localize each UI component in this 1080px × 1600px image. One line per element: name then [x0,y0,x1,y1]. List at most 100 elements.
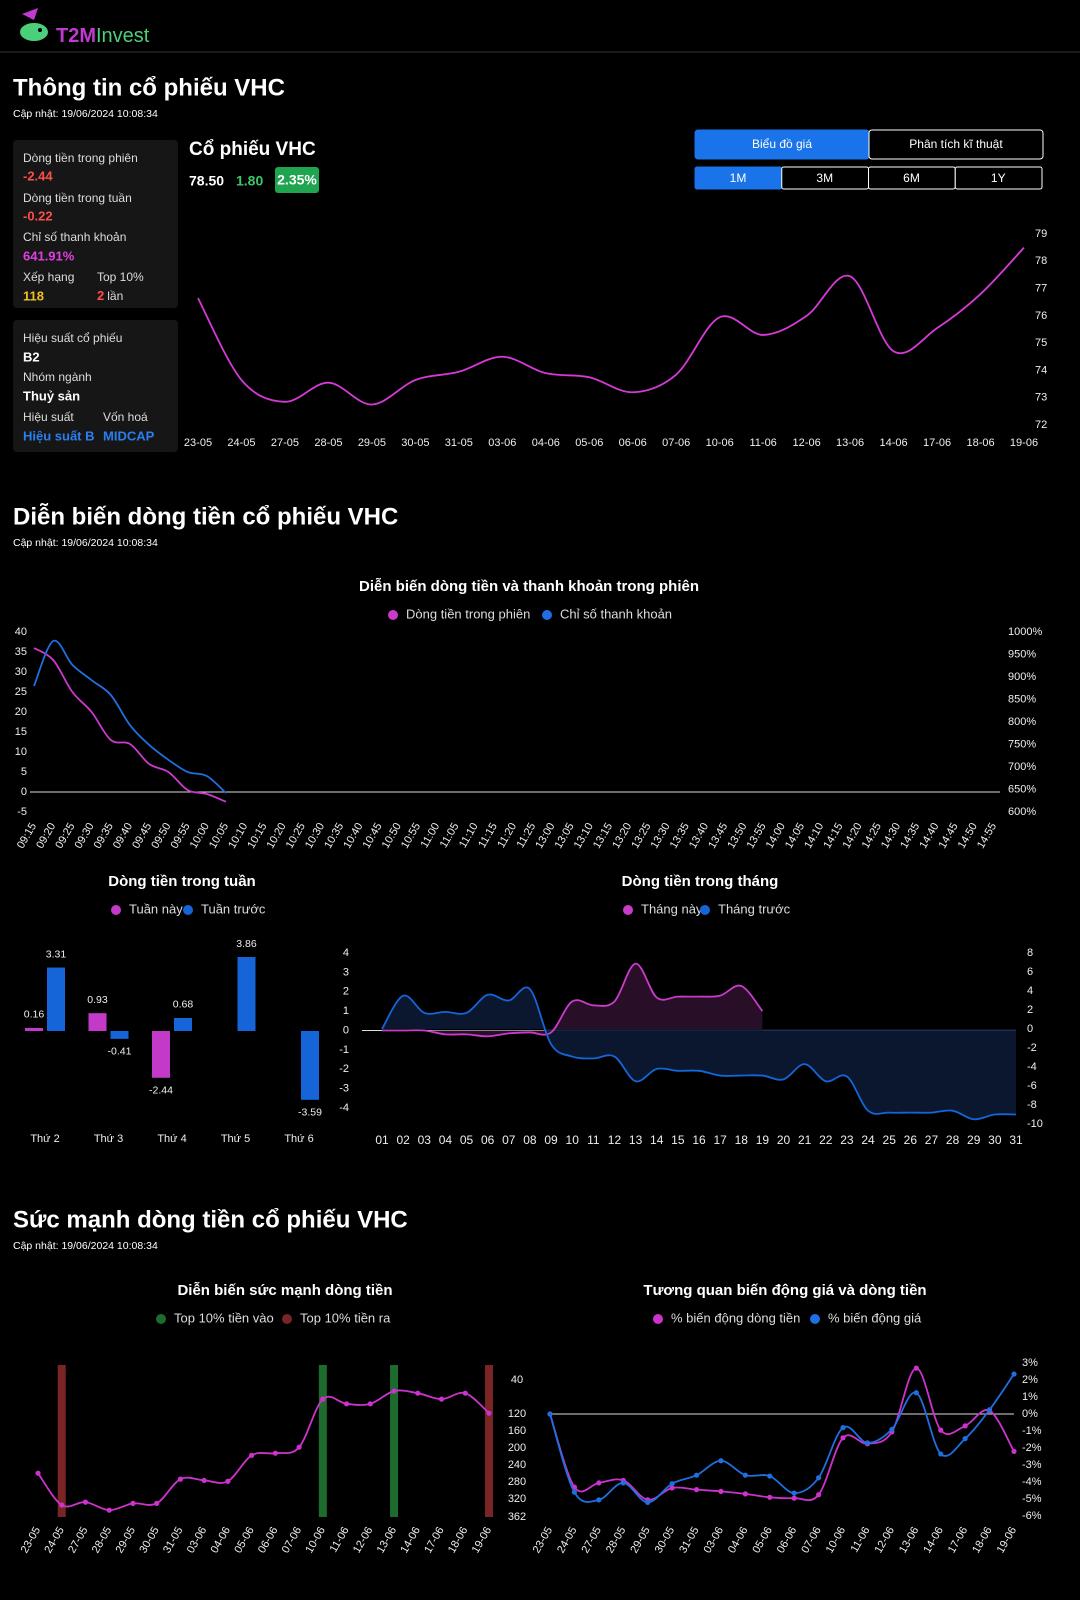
x-tick-label: 29-05 [358,437,386,449]
highlight-bar [485,1365,493,1517]
x-tick-label: 04-06 [532,437,560,449]
range-button[interactable] [954,166,1043,190]
point [391,1388,397,1394]
x-tick-label: 19-06 [995,1525,1019,1555]
y-tick-label: -5% [1022,1493,1042,1505]
x-tick-label: 30-05 [137,1525,161,1555]
point [962,1436,968,1442]
range-label[interactable]: 1Y [991,171,1006,185]
y-tick-label: 160 [508,1425,526,1437]
point [645,1499,651,1505]
x-tick-label: 19 [756,1133,770,1147]
x-tick-label: 17-06 [422,1525,446,1555]
x-tick-label: 01 [375,1133,389,1147]
x-tick-label: 17-06 [946,1525,970,1555]
updated-time: Cập nhật: 19/06/2024 10:08:34 [13,1240,158,1252]
card-value: MIDCAP [103,428,155,443]
point [889,1426,895,1432]
point [571,1489,578,1495]
point [913,1365,919,1371]
x-tick-label: 13-06 [897,1525,921,1555]
point [840,1435,846,1441]
x-tick-label: 07-06 [799,1525,823,1555]
bar [152,1031,170,1078]
legend-swatch [282,1314,292,1324]
x-tick-label: 05-06 [232,1525,256,1555]
updated-time: Cập nhật: 19/06/2024 10:08:34 [13,108,158,120]
point [415,1390,421,1396]
x-tick-label: 16 [692,1133,706,1147]
legend-label: Tháng trước [718,901,791,916]
card-label: Vốn hoá [103,410,148,424]
y-tick-label: 30 [15,666,27,678]
tab-label[interactable]: Phân tích kĩ thuật [909,137,1003,151]
legend-swatch [700,905,710,915]
point [272,1450,278,1456]
point [669,1481,675,1487]
point [82,1499,89,1505]
x-tick-label: 27-05 [271,437,299,449]
x-tick-label: 27-05 [579,1525,603,1555]
point [791,1490,797,1496]
point [296,1444,302,1450]
point [438,1396,445,1402]
updated-time: Cập nhật: 19/06/2024 10:08:34 [13,537,158,549]
x-tick-label: 07 [502,1133,516,1147]
x-tick-label: 14-06 [398,1525,422,1555]
point [742,1472,748,1478]
x-tick-label: Thứ 5 [221,1133,250,1145]
area [382,963,763,1037]
y-tick-label: 850% [1008,693,1036,705]
x-tick-label: 14-06 [921,1525,945,1555]
point [693,1487,700,1493]
x-tick-label: 03-06 [702,1525,726,1555]
y-tick-label: 240 [508,1459,526,1471]
section-title: Sức mạnh dòng tiền cổ phiếu VHC [13,1206,408,1233]
x-tick-label: 21 [798,1133,812,1147]
logo-a[interactable]: T2M [56,25,96,47]
data-label: 0.16 [24,1009,45,1021]
x-tick-label: 06-06 [256,1525,280,1555]
bar [88,1013,107,1031]
y-tick-label: 74 [1035,364,1047,376]
x-tick-label: 03-06 [488,437,516,449]
bar [174,1017,192,1031]
range-label[interactable]: 6M [903,171,920,185]
logo-b[interactable]: Invest [96,25,150,47]
x-tick-label: 11 [587,1133,600,1147]
range-label[interactable]: 3M [816,171,833,185]
x-tick-label: 19-06 [1010,437,1038,449]
line [549,1367,1015,1502]
y-tick-label: 4 [1027,985,1033,997]
line [382,962,764,1038]
range-label[interactable]: 1M [730,171,747,185]
card-value: 2 lần [97,288,123,303]
line [549,1373,1015,1504]
point [816,1475,822,1481]
x-tick-label: 19-06 [470,1525,494,1555]
y-tick-label: 72 [1035,419,1047,431]
chart: Dòng tiền trong tuần Tuần này Tuần trước Th… [24,873,322,1145]
legend-swatch [623,905,633,915]
x-tick-label: 18-06 [970,1525,994,1555]
x-tick-label: 24 [861,1133,875,1147]
tab-label[interactable]: Biểu đồ giá [752,137,812,151]
card-label: Nhóm ngành [23,370,92,384]
tab-button[interactable] [868,129,1044,160]
y-tick-label: 2 [343,986,349,998]
x-tick-label: 18 [735,1133,749,1147]
y-tick-label: -3% [1022,1459,1042,1471]
x-tick-label: Thứ 3 [94,1133,123,1145]
point [938,1427,944,1433]
x-tick-label: 24-05 [227,437,255,449]
chart-title: Diễn biến dòng tiền và thanh khoản trong… [359,578,699,595]
card-label: Chỉ số thanh khoản [23,230,126,244]
logo[interactable]: T2MInvest [56,25,150,47]
legend-swatch [388,610,398,620]
point [130,1500,136,1506]
bar [47,967,65,1031]
x-tick-label: 14-06 [880,437,908,449]
x-tick-label: 28 [946,1133,960,1147]
point [767,1494,773,1500]
